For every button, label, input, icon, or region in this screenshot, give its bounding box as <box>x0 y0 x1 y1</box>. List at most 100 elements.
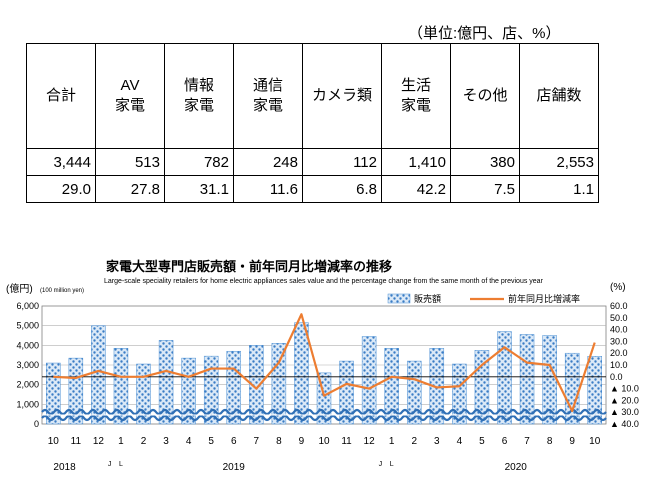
axis-break-wave <box>41 408 607 416</box>
table-header-label: 家電 <box>114 97 145 114</box>
x-tick-label: 9 <box>569 436 575 447</box>
x-tick-label: 11 <box>71 436 82 447</box>
chart-subtitle: Large-scale speciality retailers for hom… <box>104 278 544 285</box>
y-right-tick-label: ▲ 20.0 <box>610 395 639 405</box>
bar <box>294 322 309 425</box>
y-left-tick-label: 3,000 <box>16 360 39 370</box>
bar <box>384 348 399 425</box>
y-left-tick-label: 6,000 <box>16 301 39 311</box>
table-header-label: 家電 <box>400 97 431 114</box>
bar <box>46 362 61 425</box>
axis-break-gap <box>42 414 606 416</box>
y-left-label-en: (100 million yen) <box>40 288 84 294</box>
table-header-label: 情報 <box>183 77 214 94</box>
table-header-label: 生活 <box>400 77 431 94</box>
bar <box>158 340 174 425</box>
x-tick-label: 9 <box>299 436 305 447</box>
table-header-label: 合計 <box>45 87 76 104</box>
bar <box>68 357 84 425</box>
y-right-tick-label: 20.0 <box>610 348 628 358</box>
table-header-cell: カメラ類 <box>302 43 382 149</box>
table-header-label: 家電 <box>183 97 214 114</box>
y-right-tick-label: 30.0 <box>610 336 628 346</box>
bar <box>452 363 467 425</box>
x-tick-label: 1 <box>118 436 124 447</box>
sales-cell: 1,410 <box>381 148 451 176</box>
year-label: L <box>119 461 123 468</box>
table-header-cell: 生活 家電 <box>381 43 451 149</box>
table-header-cell: 合計 <box>26 43 96 149</box>
x-tick-label: 6 <box>231 436 237 447</box>
table-header-cell: 通信 家電 <box>233 43 303 149</box>
x-tick-label: 6 <box>502 436 508 447</box>
table-row-sales: 3,444 513 782 248 112 1,410 380 2,553 <box>26 148 599 176</box>
x-tick-label: 11 <box>341 436 352 447</box>
x-tick-label: 5 <box>208 436 214 447</box>
x-tick-label: 1 <box>389 436 395 447</box>
y-left-tick-label: 2,000 <box>16 380 39 390</box>
sales-cell: 3,444 <box>26 148 96 176</box>
table-header-cell: AV 家電 <box>95 43 165 149</box>
sales-cell: 782 <box>164 148 234 176</box>
table-header-label: 家電 <box>252 97 283 114</box>
x-tick-label: 5 <box>479 436 485 447</box>
y-right-tick-label: ▲ 10.0 <box>610 384 639 394</box>
year-label: L <box>390 461 394 468</box>
x-tick-label: 12 <box>364 436 376 447</box>
y-right-tick-label: 0.0 <box>610 372 623 382</box>
table-header-label: 店舗数 <box>536 87 582 104</box>
x-tick-label: 8 <box>276 436 282 447</box>
axis-break-wave <box>41 414 607 422</box>
year-label: 2019 <box>223 462 246 473</box>
x-tick-label: 10 <box>318 436 330 447</box>
x-tick-label: 3 <box>434 436 440 447</box>
x-tick-label: 2 <box>411 436 417 447</box>
table-header-row: 合計 AV 家電 情報家電 通信家電 カメラ類 生活家電 その他 店舗数 <box>26 43 599 149</box>
x-tick-label: 4 <box>186 436 192 447</box>
y-left-tick-label: 4,000 <box>16 340 39 350</box>
y-left-tick-label: 0 <box>34 419 39 429</box>
table-header-cell: 店舗数 <box>519 43 599 149</box>
sales-cell: 248 <box>233 148 303 176</box>
change-cell: 1.1 <box>519 175 599 203</box>
y-right-label: (%) <box>610 282 626 293</box>
bar <box>587 356 602 425</box>
legend-label: 前年同月比増減率 <box>508 293 580 304</box>
table-header-label: 通信 <box>252 77 283 94</box>
bar <box>136 363 151 425</box>
table-header-label: その他 <box>462 87 508 104</box>
x-tick-label: 12 <box>93 436 105 447</box>
table-header-label: AV <box>120 77 140 94</box>
legend-bar-swatch <box>387 293 411 304</box>
table-row-change: 29.0 27.8 31.1 11.6 6.8 42.2 7.5 1.1 <box>26 175 599 203</box>
bar <box>497 331 512 425</box>
change-cell: 27.8 <box>95 175 165 203</box>
y-right-tick-label: 10.0 <box>610 360 628 370</box>
y-left-tick-label: 1,000 <box>16 399 39 409</box>
y-left-tick-label: 5,000 <box>16 321 39 331</box>
x-tick-label: 2 <box>141 436 147 447</box>
x-tick-label: 7 <box>254 436 260 447</box>
x-tick-label: 3 <box>163 436 169 447</box>
bar <box>361 336 377 425</box>
sales-cell: 112 <box>302 148 382 176</box>
y-right-tick-label: 60.0 <box>610 301 628 311</box>
x-tick-label: 7 <box>524 436 530 447</box>
y-right-tick-label: 40.0 <box>610 325 628 335</box>
year-label: J <box>379 461 383 468</box>
year-label: J <box>108 461 112 468</box>
table-header-cell: 情報 家電 <box>164 43 234 149</box>
bar <box>519 334 535 425</box>
table-header-label: カメラ類 <box>311 87 372 104</box>
x-tick-label: 10 <box>48 436 60 447</box>
sales-cell: 380 <box>450 148 520 176</box>
year-label: 2020 <box>505 462 528 473</box>
change-cell: 11.6 <box>233 175 303 203</box>
bar <box>91 325 106 425</box>
bar <box>249 345 264 425</box>
y-right-tick-label: ▲ 40.0 <box>610 419 639 429</box>
change-cell: 42.2 <box>381 175 451 203</box>
summary-table: 合計 AV 家電 情報家電 通信家電 カメラ類 生活家電 その他 店舗数 3,44… <box>26 43 599 203</box>
change-cell: 31.1 <box>164 175 234 203</box>
